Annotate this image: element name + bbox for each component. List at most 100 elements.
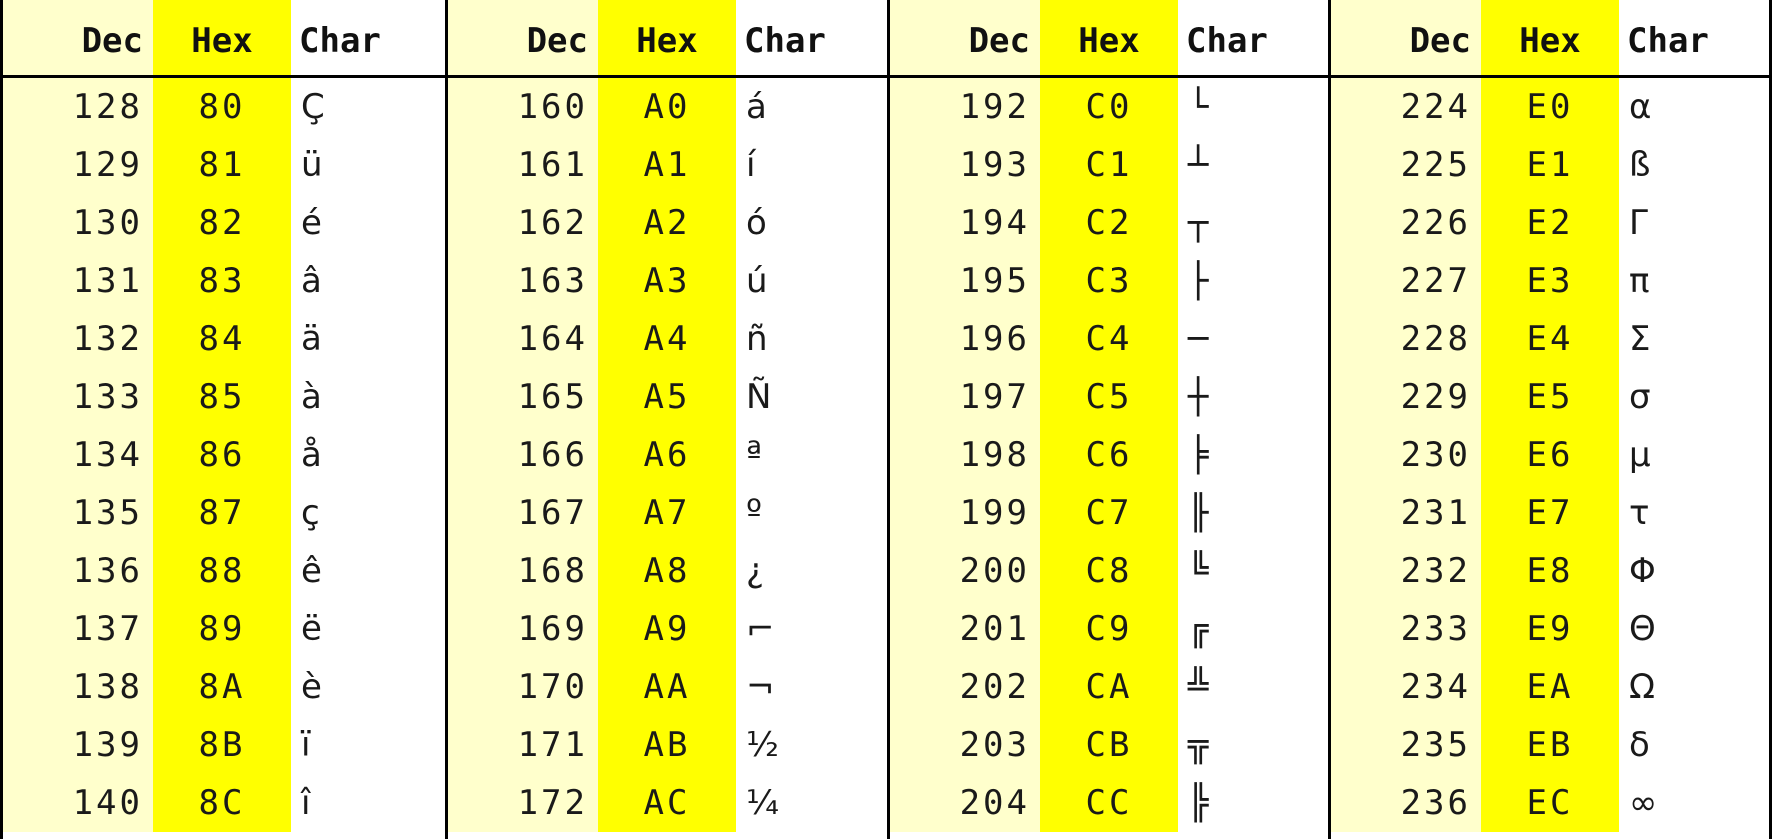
hex-cell: EA xyxy=(1481,658,1619,716)
table-row: 232 E8 Φ xyxy=(1331,542,1769,600)
table-row: 163 A3 ú xyxy=(448,252,887,310)
hex-cell: 86 xyxy=(153,426,291,484)
dec-cell: 138 xyxy=(3,658,153,716)
hex-cell: A7 xyxy=(598,484,736,542)
header-row: Dec Hex Char xyxy=(1331,0,1769,78)
dec-cell: 230 xyxy=(1331,426,1481,484)
char-cell: Σ xyxy=(1619,310,1769,368)
hex-cell: C9 xyxy=(1040,600,1178,658)
hex-cell: 87 xyxy=(153,484,291,542)
char-cell: é xyxy=(291,194,445,252)
hex-cell: AB xyxy=(598,716,736,774)
dec-cell: 228 xyxy=(1331,310,1481,368)
table-row: 233 E9 Θ xyxy=(1331,600,1769,658)
dec-cell: 130 xyxy=(3,194,153,252)
table-row: 135 87 ç xyxy=(3,484,445,542)
table-row: 198 C6 ╞ xyxy=(890,426,1328,484)
dec-cell: 224 xyxy=(1331,78,1481,136)
char-cell: µ xyxy=(1619,426,1769,484)
table-row: 139 8B ï xyxy=(3,716,445,774)
hex-cell: E2 xyxy=(1481,194,1619,252)
char-cell: Γ xyxy=(1619,194,1769,252)
dec-cell: 140 xyxy=(3,774,153,832)
table-body: 224 E0 α 225 E1 ß 226 E2 Γ 227 E3 π 228 E4 Σ 229 E5 σ 230 E… xyxy=(1331,78,1769,832)
hex-cell: E7 xyxy=(1481,484,1619,542)
table-row: 138 8A è xyxy=(3,658,445,716)
table-row: 199 C7 ╟ xyxy=(890,484,1328,542)
table-row: 225 E1 ß xyxy=(1331,136,1769,194)
table-group-1: Dec Hex Char 128 80 Ç 129 81 ü 130 82 é 131 83 â 132… xyxy=(3,0,448,839)
char-cell: ü xyxy=(291,136,445,194)
char-cell: Ç xyxy=(291,78,445,136)
hex-cell: 82 xyxy=(153,194,291,252)
hex-cell: 81 xyxy=(153,136,291,194)
table-row: 236 EC ∞ xyxy=(1331,774,1769,832)
hex-cell: 88 xyxy=(153,542,291,600)
header-dec: Dec xyxy=(1331,0,1481,75)
dec-cell: 233 xyxy=(1331,600,1481,658)
table-body: 128 80 Ç 129 81 ü 130 82 é 131 83 â 132 84 ä 133 85 à 134 8… xyxy=(3,78,445,832)
dec-cell: 129 xyxy=(3,136,153,194)
table-row: 202 CA ╩ xyxy=(890,658,1328,716)
dec-cell: 203 xyxy=(890,716,1040,774)
hex-cell: CB xyxy=(1040,716,1178,774)
hex-cell: E1 xyxy=(1481,136,1619,194)
dec-cell: 168 xyxy=(448,542,598,600)
hex-cell: A0 xyxy=(598,78,736,136)
header-hex: Hex xyxy=(153,0,291,75)
hex-cell: E4 xyxy=(1481,310,1619,368)
table-row: 204 CC ╠ xyxy=(890,774,1328,832)
dec-cell: 226 xyxy=(1331,194,1481,252)
hex-cell: AC xyxy=(598,774,736,832)
hex-cell: 83 xyxy=(153,252,291,310)
dec-cell: 172 xyxy=(448,774,598,832)
hex-cell: CC xyxy=(1040,774,1178,832)
dec-cell: 231 xyxy=(1331,484,1481,542)
hex-cell: CA xyxy=(1040,658,1178,716)
table-row: 226 E2 Γ xyxy=(1331,194,1769,252)
char-cell: ª xyxy=(736,426,887,484)
table-row: 194 C2 ┬ xyxy=(890,194,1328,252)
table-group-3: Dec Hex Char 192 C0 └ 193 C1 ┴ 194 C2 ┬ 195 C3 ├ 196… xyxy=(890,0,1331,839)
table-row: 172 AC ¼ xyxy=(448,774,887,832)
dec-cell: 195 xyxy=(890,252,1040,310)
dec-cell: 200 xyxy=(890,542,1040,600)
table-row: 128 80 Ç xyxy=(3,78,445,136)
header-row: Dec Hex Char xyxy=(448,0,887,78)
char-cell: î xyxy=(291,774,445,832)
char-cell: ú xyxy=(736,252,887,310)
table-row: 162 A2 ó xyxy=(448,194,887,252)
char-cell: ∞ xyxy=(1619,774,1769,832)
char-cell: ç xyxy=(291,484,445,542)
table-row: 224 E0 α xyxy=(1331,78,1769,136)
char-cell: ┴ xyxy=(1178,136,1328,194)
char-cell: τ xyxy=(1619,484,1769,542)
char-cell: ä xyxy=(291,310,445,368)
dec-cell: 164 xyxy=(448,310,598,368)
dec-cell: 166 xyxy=(448,426,598,484)
char-cell: à xyxy=(291,368,445,426)
dec-cell: 236 xyxy=(1331,774,1481,832)
char-cell: ó xyxy=(736,194,887,252)
table-body: 192 C0 └ 193 C1 ┴ 194 C2 ┬ 195 C3 ├ 196 C4 ─ 197 C5 ┼ 198 C… xyxy=(890,78,1328,832)
hex-cell: C2 xyxy=(1040,194,1178,252)
hex-cell: A6 xyxy=(598,426,736,484)
char-cell: ë xyxy=(291,600,445,658)
char-cell: ├ xyxy=(1178,252,1328,310)
hex-cell: 80 xyxy=(153,78,291,136)
table-group-2: Dec Hex Char 160 A0 á 161 A1 í 162 A2 ó 163 A3 ú 164… xyxy=(448,0,890,839)
table-row: 167 A7 º xyxy=(448,484,887,542)
hex-cell: C0 xyxy=(1040,78,1178,136)
hex-cell: E6 xyxy=(1481,426,1619,484)
hex-cell: A3 xyxy=(598,252,736,310)
char-cell: ï xyxy=(291,716,445,774)
dec-cell: 160 xyxy=(448,78,598,136)
char-cell: ê xyxy=(291,542,445,600)
table-row: 132 84 ä xyxy=(3,310,445,368)
dec-cell: 196 xyxy=(890,310,1040,368)
char-cell: Θ xyxy=(1619,600,1769,658)
table-row: 168 A8 ¿ xyxy=(448,542,887,600)
dec-cell: 204 xyxy=(890,774,1040,832)
table-row: 160 A0 á xyxy=(448,78,887,136)
